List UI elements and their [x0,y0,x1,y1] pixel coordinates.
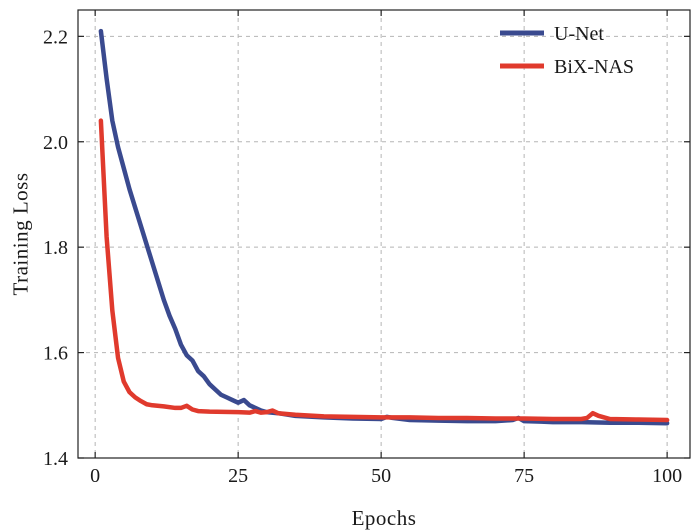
x-tick-label: 75 [514,465,534,487]
plot-frame [77,9,691,459]
y-axis-title: Training Loss [8,173,32,296]
legend-label: BiX-NAS [554,56,634,78]
y-tick-label: 2.0 [43,132,68,154]
series-line [98,28,670,426]
series-line [98,118,670,423]
x-tick-label: 0 [90,465,100,487]
x-tick-label: 25 [228,465,248,487]
x-axis-title: Epochs [352,506,417,530]
y-tick-label: 1.6 [43,343,68,365]
y-tick-label: 1.4 [43,448,68,470]
y-tick-label: 2.2 [43,26,68,48]
legend: U-Net BiX-NAS [500,23,634,78]
x-tick-label: 100 [652,465,682,487]
legend-label: U-Net [554,23,604,45]
y-tick-label: 1.8 [43,237,68,259]
axis-ticks: 0 25 50 75 100 1.4 1.6 1.8 2.0 2.2 [43,10,690,487]
x-tick-label: 50 [371,465,391,487]
series-lines [98,28,670,426]
